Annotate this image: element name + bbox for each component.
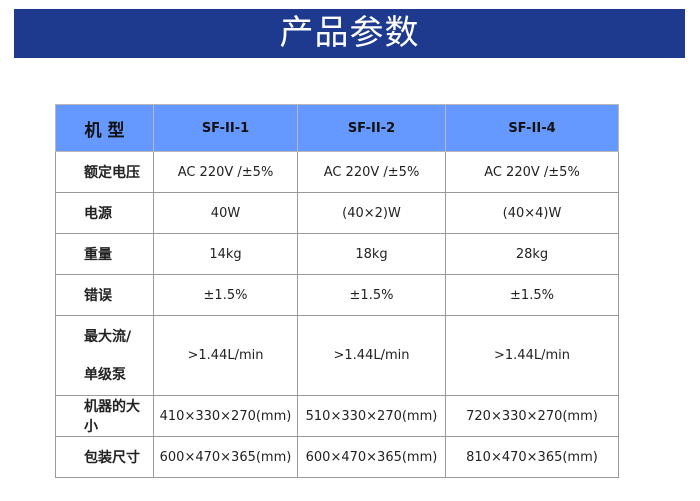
row-label-line: 单级泵 [84,366,126,383]
cell: 14kg [153,233,298,275]
cell: >1.44L/min [297,315,446,396]
row-label: 重量 [55,233,154,275]
cell: 810×470×365(mm) [445,436,619,478]
cell: (40×2)W [297,192,446,234]
cell: AC 220V /±5% [445,151,619,193]
cell: 600×470×365(mm) [153,436,298,478]
row-label: 电源 [55,192,154,234]
cell: ±1.5% [297,274,446,316]
cell: AC 220V /±5% [297,151,446,193]
table-header-row: 机 型 SF-II-1 SF-II-2 SF-II-4 [55,104,619,152]
header-model-1: SF-II-1 [153,104,298,152]
cell: ±1.5% [153,274,298,316]
row-label: 机器的大小 [55,395,154,437]
cell: AC 220V /±5% [153,151,298,193]
header-model: 机 型 [55,104,154,152]
cell: >1.44L/min [445,315,619,396]
table-row: 错误 ±1.5% ±1.5% ±1.5% [55,274,619,316]
header-model-2: SF-II-2 [297,104,446,152]
table-row: 最大流/ 单级泵 >1.44L/min >1.44L/min >1.44L/mi… [55,315,619,396]
cell: 600×470×365(mm) [297,436,446,478]
spec-table: 机 型 SF-II-1 SF-II-2 SF-II-4 额定电压 AC 220V… [55,104,619,478]
row-label: 包装尺寸 [55,436,154,478]
cell: >1.44L/min [153,315,298,396]
row-label: 最大流/ 单级泵 [55,315,154,396]
table-row: 包装尺寸 600×470×365(mm) 600×470×365(mm) 810… [55,436,619,478]
cell: ±1.5% [445,274,619,316]
table-row: 额定电压 AC 220V /±5% AC 220V /±5% AC 220V /… [55,151,619,193]
table-row: 重量 14kg 18kg 28kg [55,233,619,275]
cell: 28kg [445,233,619,275]
row-label-line: 最大流/ [84,328,132,345]
cell: 410×330×270(mm) [153,395,298,437]
row-label: 错误 [55,274,154,316]
header-model-4: SF-II-4 [445,104,619,152]
cell: 40W [153,192,298,234]
table-row: 电源 40W (40×2)W (40×4)W [55,192,619,234]
row-label: 额定电压 [55,151,154,193]
cell: 18kg [297,233,446,275]
cell: 720×330×270(mm) [445,395,619,437]
cell: 510×330×270(mm) [297,395,446,437]
table-row: 机器的大小 410×330×270(mm) 510×330×270(mm) 72… [55,395,619,437]
page-title: 产品参数 [14,9,685,58]
cell: (40×4)W [445,192,619,234]
